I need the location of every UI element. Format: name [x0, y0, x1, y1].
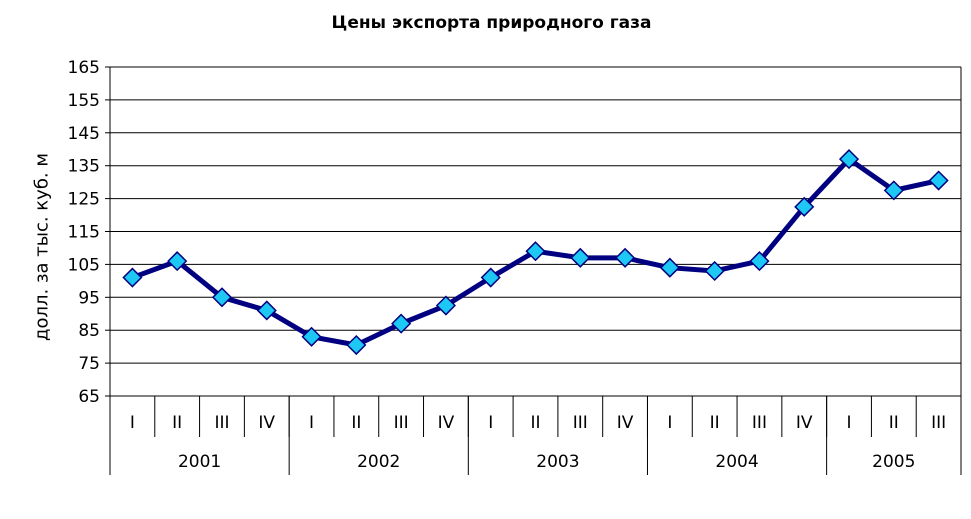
x-tick-label: III: [573, 413, 588, 433]
y-tick-label: 85: [78, 321, 100, 341]
x-tick-label: II: [710, 413, 720, 433]
data-point: [749, 251, 770, 272]
group-label: 2003: [536, 452, 579, 472]
x-tick-label: II: [351, 413, 361, 433]
x-tick-label: III: [752, 413, 767, 433]
data-point: [211, 287, 233, 308]
x-tick-label: I: [488, 413, 493, 433]
x-tick-label: III: [931, 413, 946, 433]
data-point: [167, 251, 188, 272]
data-point: [615, 247, 636, 268]
x-tick-label: III: [394, 413, 409, 433]
x-tick-label: II: [889, 413, 899, 433]
x-tick-label: I: [309, 413, 314, 433]
group-label: 2001: [178, 452, 221, 472]
y-tick-label: 125: [68, 190, 100, 210]
data-point: [883, 180, 904, 201]
data-point: [122, 267, 143, 288]
x-tick-label: III: [214, 413, 229, 433]
x-tick-label: IV: [617, 413, 634, 433]
data-point: [391, 313, 412, 334]
y-tick-label: 135: [68, 157, 100, 177]
y-tick-label: 115: [68, 223, 100, 243]
y-axis-label: долл. за тыс. куб. м: [31, 153, 53, 341]
y-tick-label: 105: [68, 255, 100, 275]
data-point: [256, 300, 277, 321]
x-tick-label: IV: [796, 413, 813, 433]
x-tick-label: IV: [258, 413, 275, 433]
data-point: [838, 149, 860, 170]
chart-title: Цены экспорта природного газа: [331, 13, 652, 33]
y-tick-label: 145: [68, 124, 100, 144]
group-label: 2004: [715, 452, 758, 472]
data-point: [659, 257, 680, 278]
data-point: [794, 196, 815, 217]
x-tick-label: I: [130, 413, 135, 433]
x-tick-label: II: [530, 413, 540, 433]
data-point: [525, 241, 546, 262]
x-tick-label: I: [667, 413, 672, 433]
data-point: [928, 170, 949, 191]
data-point: [301, 326, 322, 347]
y-tick-label: 95: [78, 288, 100, 308]
y-tick-label: 65: [78, 387, 100, 407]
x-tick-label: I: [847, 413, 852, 433]
data-point: [570, 247, 591, 268]
y-tick-label: 155: [68, 91, 100, 111]
y-tick-label: 165: [68, 58, 100, 78]
y-tick-label: 75: [78, 354, 100, 374]
data-point: [704, 260, 725, 282]
data-point: [346, 334, 367, 356]
data-point: [480, 267, 501, 288]
group-label: 2005: [872, 452, 915, 472]
x-tick-label: IV: [438, 413, 455, 433]
group-label: 2002: [357, 452, 400, 472]
data-point: [435, 295, 456, 316]
x-tick-label: II: [172, 413, 182, 433]
